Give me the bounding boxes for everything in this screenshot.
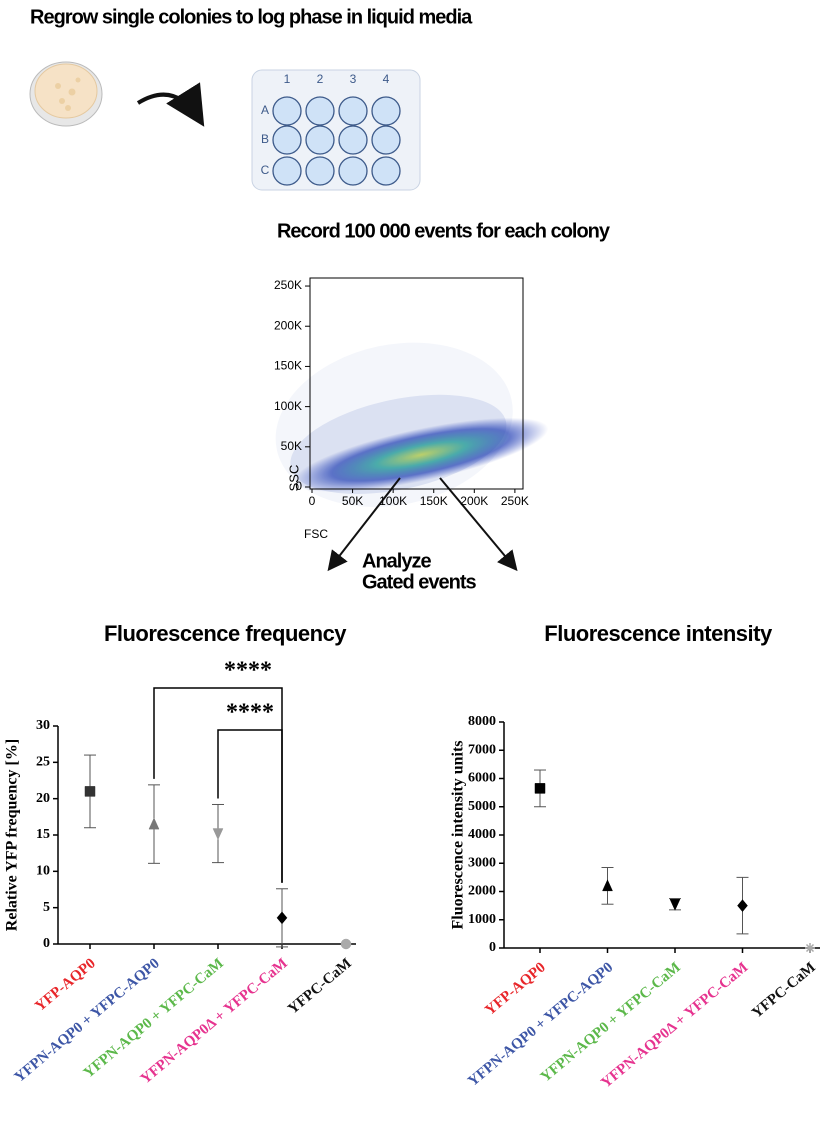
marker (669, 898, 681, 911)
well (371, 156, 401, 186)
y-tick-label: 30 (36, 718, 50, 733)
step-title: Regrow single colonies to log phase in l… (30, 6, 473, 28)
significance-bracket (217, 729, 283, 883)
x-tick-label: YFP-AQP0 (32, 955, 98, 1014)
plate-row: B (261, 132, 269, 146)
marker (276, 911, 288, 925)
marker (148, 817, 160, 830)
x-tick-label: YFP-AQP0 (482, 959, 548, 1018)
x-tick-label: 200K (460, 494, 488, 508)
y-tick-label: 7000 (468, 742, 496, 757)
density-cloud (275, 342, 549, 507)
x-tick-label: 250K (501, 494, 529, 508)
marker (534, 783, 546, 794)
well (371, 96, 401, 126)
step-title: Record 100 000 events for each colony (277, 220, 611, 242)
y-tick-label: 8000 (468, 714, 496, 729)
well (305, 96, 335, 126)
plate-column: 4 (383, 72, 390, 86)
x-tick-label: 50K (342, 494, 363, 508)
well (371, 125, 401, 155)
well (272, 125, 302, 155)
marker (602, 879, 613, 892)
plate-column: 3 (350, 72, 357, 86)
y-axis-label: Fluorescence intensity units (450, 740, 467, 929)
x-tick-label: 150K (420, 494, 448, 508)
y-axis-label: Relative YFP frequency [%] (4, 739, 21, 931)
plate-row: A (261, 103, 269, 117)
y-tick-label: 20 (36, 791, 50, 806)
x-tick-label: YFPN-AQP0 + YFPC-CaM (538, 959, 684, 1085)
significance-label: **** (224, 658, 272, 684)
y-tick-label: 3000 (468, 855, 496, 870)
y-tick-label: 50K (281, 439, 302, 453)
arrow (136, 82, 205, 127)
x-tick-label: 100K (379, 494, 407, 508)
x-tick-label: YFPC-CaM (285, 955, 355, 1017)
y-tick-label: 10 (36, 864, 50, 879)
arrow (327, 477, 401, 572)
marker (84, 786, 96, 797)
plate-column: 2 (317, 72, 324, 86)
well (338, 96, 368, 126)
y-tick-label: 100K (274, 399, 302, 413)
well (305, 156, 335, 186)
petri-dish (29, 61, 103, 127)
marker (340, 938, 352, 950)
y-tick-label: 25 (36, 755, 50, 770)
y-tick-label: 0 (489, 940, 496, 955)
y-tick-label: 0 (43, 936, 50, 951)
plot-frame (309, 277, 524, 490)
x-axis-label: FSC (304, 527, 328, 541)
y-tick-label: 0 (295, 479, 302, 493)
y-tick-label: 5 (43, 900, 50, 915)
step-label: Gated events (362, 571, 476, 593)
x-tick-label: YFPC-CaM (749, 959, 819, 1021)
y-tick-label: 5000 (468, 799, 496, 814)
y-tick-label: 2000 (468, 884, 496, 899)
x-tick-label: YFPN-AQP0Δ + YFPC-CaM (598, 959, 751, 1091)
plate-row: C (261, 163, 270, 177)
marker (805, 943, 815, 953)
y-tick-label: 1000 (468, 912, 496, 927)
well (272, 156, 302, 186)
marker (212, 828, 224, 841)
well (305, 125, 335, 155)
y-tick-label: 250K (274, 278, 302, 292)
arrow (439, 477, 518, 572)
well (272, 96, 302, 126)
y-axis-label: SSC (286, 465, 301, 492)
chart-title: Fluorescence intensity (544, 621, 773, 646)
y-tick-label: 15 (36, 827, 50, 842)
plate-column: 1 (284, 72, 291, 86)
marker (737, 899, 748, 913)
y-tick-label: 150K (274, 359, 302, 373)
x-tick-label: 0 (309, 494, 316, 508)
significance-label: **** (226, 700, 274, 726)
y-tick-label: 4000 (468, 827, 496, 842)
well (338, 156, 368, 186)
step-label: Analyze (362, 550, 431, 572)
well (338, 125, 368, 155)
y-tick-label: 6000 (468, 771, 496, 786)
chart-title: Fluorescence frequency (104, 621, 347, 646)
wells: 1 2 3 4 A B C (261, 72, 401, 186)
y-tick-label: 200K (274, 318, 302, 332)
